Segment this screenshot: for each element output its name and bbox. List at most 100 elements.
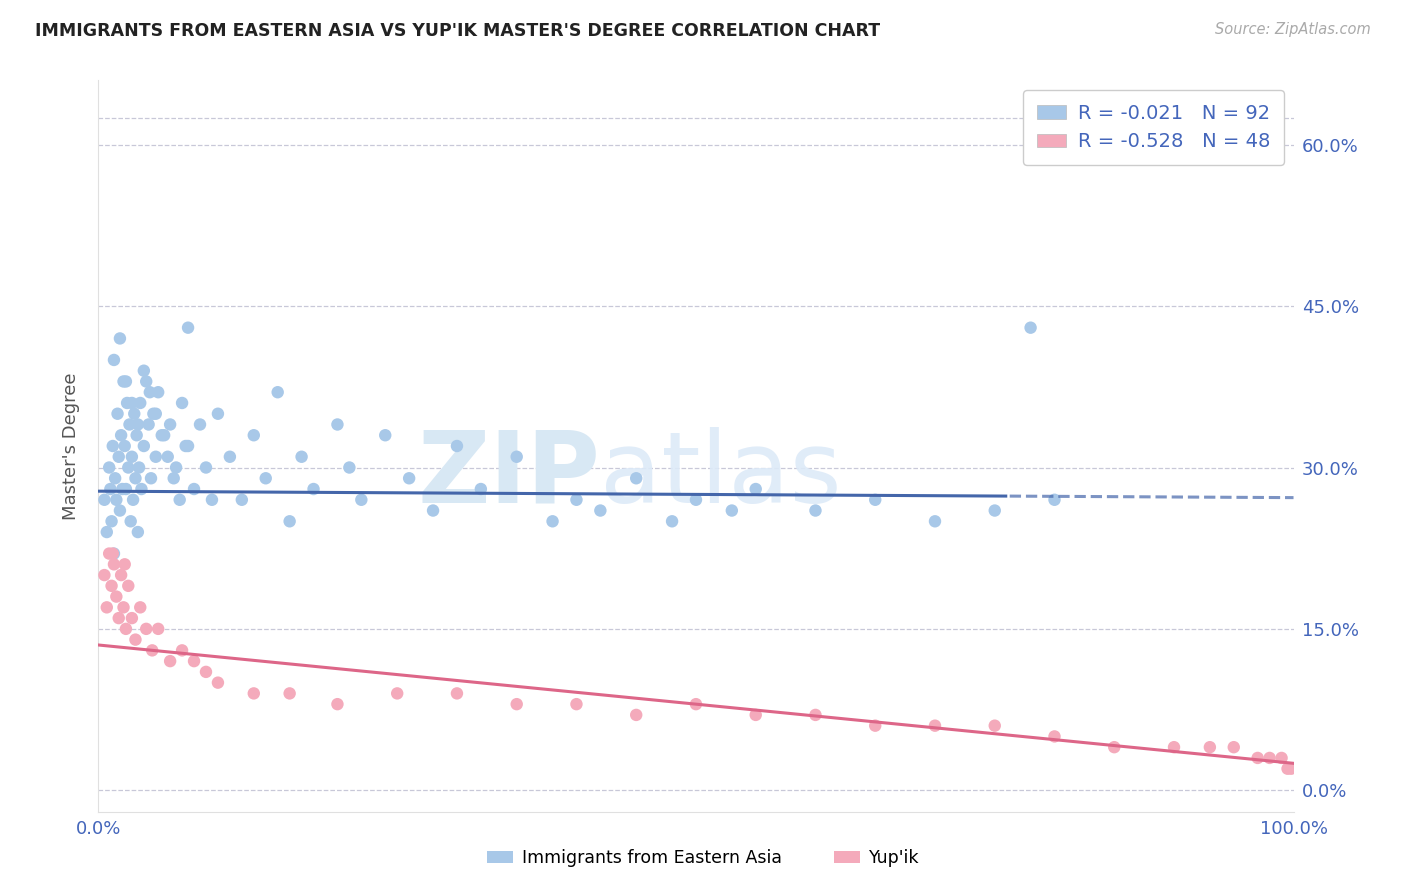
- Point: [201, 492, 224, 507]
- Point: [177, 320, 200, 334]
- Point: [93, 492, 115, 507]
- Point: [326, 697, 349, 711]
- Point: [174, 439, 197, 453]
- Point: [470, 482, 492, 496]
- Point: [103, 558, 125, 572]
- Point: [350, 492, 373, 507]
- Point: [172, 396, 194, 410]
- Point: [110, 428, 132, 442]
- Point: [195, 460, 218, 475]
- Point: [183, 482, 205, 496]
- Point: [93, 568, 115, 582]
- Point: [685, 492, 707, 507]
- Point: [1223, 740, 1246, 755]
- Point: [148, 385, 170, 400]
- Point: [145, 407, 167, 421]
- Point: [114, 439, 136, 453]
- Point: [115, 375, 138, 389]
- Point: [721, 503, 744, 517]
- Point: [98, 482, 122, 496]
- Point: [132, 364, 155, 378]
- Point: [141, 643, 163, 657]
- Point: [96, 524, 118, 539]
- Point: [374, 428, 396, 442]
- Text: IMMIGRANTS FROM EASTERN ASIA VS YUP'IK MASTER'S DEGREE CORRELATION CHART: IMMIGRANTS FROM EASTERN ASIA VS YUP'IK M…: [35, 22, 880, 40]
- Point: [111, 482, 134, 496]
- Point: [207, 407, 229, 421]
- Point: [153, 428, 176, 442]
- Point: [398, 471, 420, 485]
- Point: [135, 622, 157, 636]
- Point: [110, 568, 132, 582]
- Point: [172, 643, 194, 657]
- Point: [1043, 730, 1066, 744]
- Point: [107, 450, 129, 464]
- Point: [105, 492, 128, 507]
- Legend: Immigrants from Eastern Asia, Yup'ik: Immigrants from Eastern Asia, Yup'ik: [479, 843, 927, 874]
- Point: [506, 697, 529, 711]
- Point: [1019, 320, 1042, 334]
- Point: [1279, 762, 1302, 776]
- Point: [177, 439, 200, 453]
- Point: [207, 675, 229, 690]
- Point: [124, 407, 146, 421]
- Point: [278, 686, 301, 700]
- Point: [385, 686, 409, 700]
- Point: [1258, 751, 1281, 765]
- Point: [115, 396, 138, 410]
- Text: atlas: atlas: [600, 426, 842, 524]
- Point: [661, 514, 683, 528]
- Point: [565, 492, 588, 507]
- Point: [104, 471, 127, 485]
- Point: [446, 439, 468, 453]
- Point: [626, 471, 648, 485]
- Point: [101, 547, 124, 561]
- Point: [117, 460, 139, 475]
- Point: [804, 503, 827, 517]
- Point: [124, 471, 146, 485]
- Point: [107, 611, 129, 625]
- Point: [127, 417, 149, 432]
- Point: [101, 439, 124, 453]
- Point: [326, 417, 349, 432]
- Point: [291, 450, 314, 464]
- Point: [159, 654, 181, 668]
- Point: [267, 385, 290, 400]
- Point: [219, 450, 242, 464]
- Point: [243, 428, 266, 442]
- Point: [128, 460, 150, 475]
- Point: [112, 375, 135, 389]
- Point: [129, 600, 152, 615]
- Point: [865, 719, 887, 733]
- Text: ZIP: ZIP: [418, 426, 600, 524]
- Point: [121, 611, 143, 625]
- Point: [302, 482, 325, 496]
- Point: [1247, 751, 1270, 765]
- Point: [122, 492, 145, 507]
- Point: [121, 396, 143, 410]
- Y-axis label: Master's Degree: Master's Degree: [62, 372, 80, 520]
- Point: [127, 524, 149, 539]
- Point: [131, 482, 153, 496]
- Point: [121, 450, 143, 464]
- Point: [422, 503, 444, 517]
- Point: [100, 514, 122, 528]
- Point: [565, 697, 588, 711]
- Point: [112, 600, 135, 615]
- Point: [100, 579, 122, 593]
- Point: [1277, 762, 1299, 776]
- Point: [139, 471, 162, 485]
- Point: [132, 439, 155, 453]
- Point: [1199, 740, 1222, 755]
- Point: [924, 514, 946, 528]
- Point: [804, 707, 827, 722]
- Point: [103, 547, 125, 561]
- Point: [117, 579, 139, 593]
- Point: [124, 632, 146, 647]
- Point: [984, 719, 1007, 733]
- Point: [446, 686, 468, 700]
- Point: [142, 407, 165, 421]
- Point: [1043, 492, 1066, 507]
- Point: [103, 353, 125, 368]
- Point: [339, 460, 361, 475]
